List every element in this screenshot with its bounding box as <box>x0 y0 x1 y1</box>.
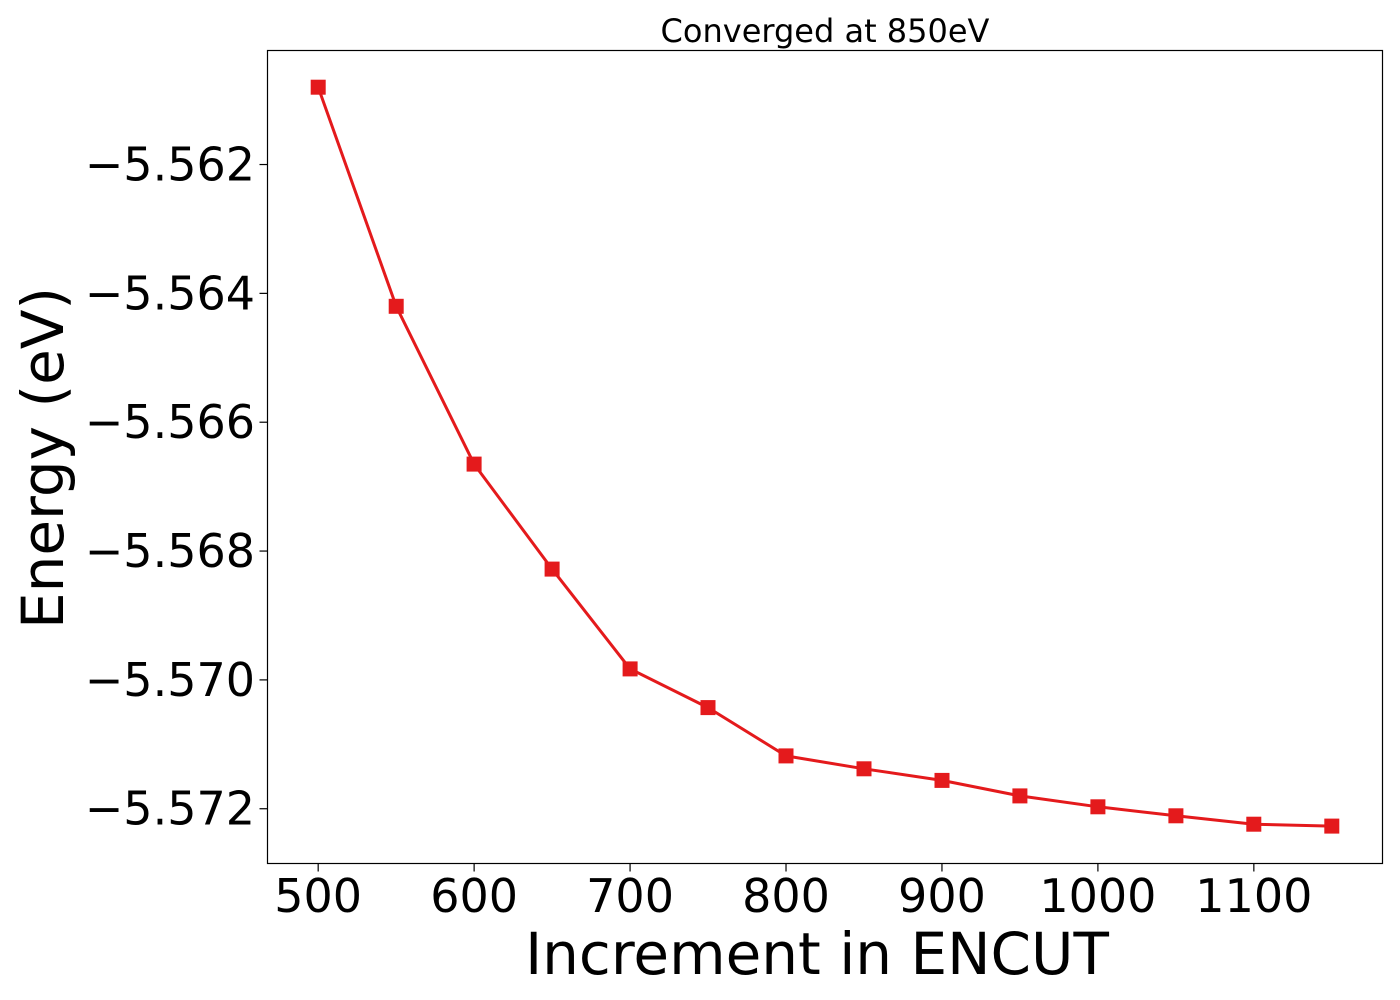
x-tick-label: 1100 <box>1195 869 1312 923</box>
y-tick-label: −5.564 <box>85 266 255 320</box>
data-point-marker <box>1012 788 1028 804</box>
data-point-marker <box>466 456 482 472</box>
data-point-marker <box>388 298 404 314</box>
series-line <box>316 86 1332 828</box>
axes-frame <box>266 49 1384 865</box>
x-tick-label: 600 <box>430 869 518 923</box>
x-tick-label: 800 <box>742 869 830 923</box>
x-tick-label: 700 <box>586 869 674 923</box>
y-tick-label: −5.566 <box>85 395 255 449</box>
axis-ticks: 500 600 700 800 900 1000 1100 −5.562 −5.564 −5.56… <box>85 138 1313 923</box>
plot-area <box>310 79 1340 834</box>
data-point-marker <box>310 79 326 95</box>
y-tick-label: −5.570 <box>85 653 255 707</box>
x-tick-label: 500 <box>274 869 362 923</box>
x-tick-label: 1000 <box>1039 869 1156 923</box>
chart-title: Converged at 850eV <box>661 12 990 50</box>
x-axis-label: Increment in ENCUT <box>525 920 1109 988</box>
data-point-marker <box>1168 808 1184 824</box>
y-tick-label: −5.568 <box>85 524 255 578</box>
y-tick-label: −5.562 <box>85 138 255 192</box>
data-point-marker <box>856 761 872 777</box>
data-point-marker <box>622 661 638 677</box>
x-tick-label: 900 <box>898 869 986 923</box>
data-point-marker <box>700 700 716 716</box>
data-point-marker <box>544 561 560 577</box>
data-point-marker <box>778 748 794 764</box>
data-point-marker <box>1324 818 1340 834</box>
data-point-marker <box>934 772 950 788</box>
data-point-marker <box>1090 799 1106 815</box>
y-tick-label: −5.572 <box>85 782 255 836</box>
y-axis-label: Energy (eV) <box>9 287 77 629</box>
data-point-marker <box>1246 816 1262 832</box>
